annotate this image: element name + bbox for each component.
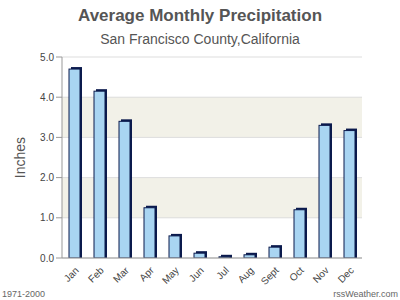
svg-text:0.0: 0.0 (40, 253, 54, 264)
svg-text:Jun: Jun (187, 265, 206, 284)
svg-text:Apr: Apr (137, 264, 156, 283)
svg-text:Jul: Jul (214, 265, 231, 282)
html-text:San Francisco County,Californi: San Francisco County,California (100, 31, 300, 47)
html-text:1971-2000: 1971-2000 (2, 289, 45, 299)
svg-text:Inches: Inches (12, 137, 28, 178)
svg-text:Aug: Aug (236, 265, 256, 285)
svg-text:Jan: Jan (62, 265, 81, 284)
svg-text:3.0: 3.0 (40, 132, 54, 143)
svg-text:4.0: 4.0 (40, 92, 54, 103)
svg-text:May: May (160, 265, 181, 286)
html-text:Average Monthly Precipitation: Average Monthly Precipitation (78, 6, 322, 25)
svg-text:Sept: Sept (259, 265, 281, 287)
svg-text:Nov: Nov (311, 265, 331, 285)
svg-text:1.0: 1.0 (40, 212, 54, 223)
svg-text:5.0: 5.0 (40, 52, 54, 63)
svg-text:Dec: Dec (336, 265, 356, 285)
svg-text:Oct: Oct (287, 265, 306, 284)
svg-text:Mar: Mar (111, 264, 131, 284)
svg-text:2.0: 2.0 (40, 172, 54, 183)
html-text:rssWeather.com: rssWeather.com (333, 289, 398, 299)
svg-text:Feb: Feb (86, 264, 106, 284)
